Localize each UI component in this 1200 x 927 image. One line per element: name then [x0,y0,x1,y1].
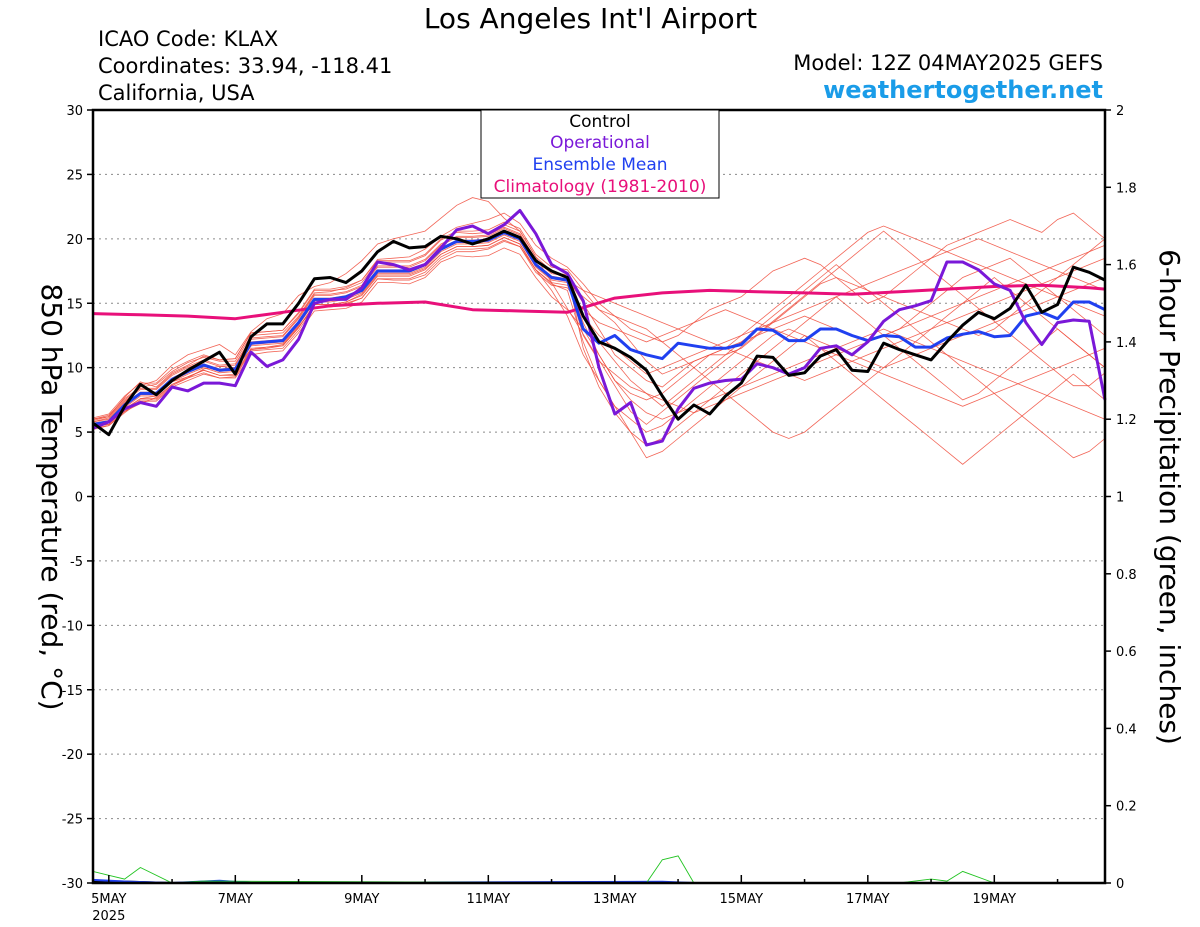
legend-control: Control [569,112,630,132]
y-tick-label: -30 [62,877,83,892]
legend-climatology: Climatology (1981-2010) [494,177,707,197]
temperature-series [92,209,1107,447]
legend-ensemble-mean: Ensemble Mean [532,155,667,175]
y-tick-label: -25 [62,813,83,828]
region: California, USA [98,81,255,105]
grid-lines [93,173,1105,820]
legend-box [480,109,720,199]
y2-tick-label: 0 [1116,877,1124,892]
y-tick-label: 20 [66,233,83,248]
y-tick-label: -15 [62,684,83,699]
series-line [92,209,1107,447]
legend: Control Operational Ensemble Mean Climat… [480,109,720,199]
y-tick-label: 15 [66,297,83,312]
y2-tick-label: 0.8 [1116,568,1137,583]
x-tick-label: 15MAY [720,892,764,907]
y-tick-label: -5 [70,555,83,570]
coordinates: Coordinates: 33.94, -118.41 [98,54,393,78]
ensemble-member-line [92,237,1106,428]
right-axis-label: 6-hour Precipitation (green, inches) [1153,249,1186,745]
y2-tick-label: 0.2 [1116,800,1137,815]
series-line [92,229,1106,437]
y2-tick-label: 0.6 [1116,645,1137,660]
y2-tick-label: 1.8 [1116,181,1137,196]
x-tick-label: 13MAY [593,892,637,907]
x-tick-year: 2025 [92,909,125,924]
site-link[interactable]: weathertogether.net [823,76,1103,104]
chart-title: Los Angeles Int'l Airport [423,2,758,35]
precip-series [92,855,1105,885]
y-tick-label: 0 [75,491,83,506]
precip-line [92,855,995,884]
model-run: Model: 12Z 04MAY2025 GEFS [793,51,1103,75]
x-tick-label: 19MAY [973,892,1017,907]
ensemble-member-line [92,226,1106,446]
ensemble-member-line [92,234,1106,439]
x-tick-label: 9MAY [344,892,379,907]
left-axis-label: 850 hPa Temperature (red, °C) [35,283,68,710]
x-tick-label: 5MAY [91,892,126,907]
legend-operational: Operational [550,133,650,153]
y2-tick-label: 2 [1116,104,1124,119]
left-axis-ticks: 30 25 20 15 10 5 0 -5 -10 -15 -20 -25 -30 [62,104,93,892]
y-tick-label: 5 [75,426,83,441]
y-tick-label: 10 [66,362,83,377]
y-tick-label: -10 [62,619,83,634]
y2-tick-label: 1.2 [1116,413,1137,428]
x-tick-label: 11MAY [467,892,511,907]
y2-tick-label: 1 [1116,491,1124,506]
y-tick-label: 25 [66,168,83,183]
series-line [92,283,1106,321]
ensemble-member-line [92,239,1106,429]
y2-tick-label: 1.4 [1116,336,1137,351]
ensemble-member-line [92,197,1106,425]
right-axis-ticks: 2 1.8 1.6 1.4 1.2 1 0.8 0.6 0.4 0.2 0 [1105,104,1137,892]
y2-tick-label: 1.6 [1116,259,1137,274]
y-tick-label: -20 [62,748,83,763]
x-tick-label: 17MAY [846,892,890,907]
x-axis-ticks: 5MAY 2025 7MAY 9MAY 11MAY 13MAY 15MAY 17MAY 19MA… [91,875,1059,924]
y2-tick-label: 0.4 [1116,722,1137,737]
y-tick-label: 30 [66,104,83,119]
ensemble-members [92,197,1106,465]
icao-code: ICAO Code: KLAX [98,27,279,51]
ensemble-member-line [92,228,1106,423]
x-tick-label: 7MAY [218,892,253,907]
